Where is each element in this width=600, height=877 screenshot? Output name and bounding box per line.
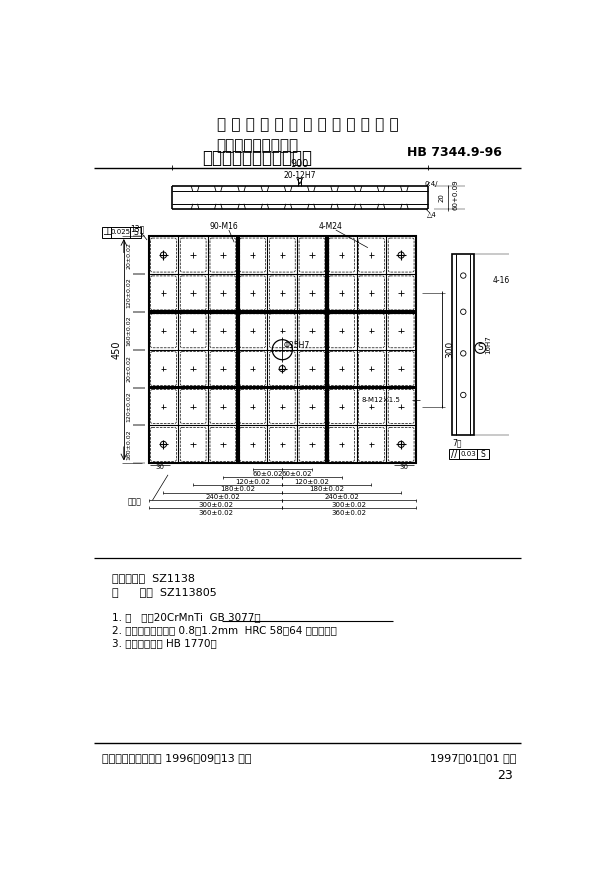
Text: 23: 23 <box>497 768 513 781</box>
Text: 120±0.02: 120±0.02 <box>127 277 131 309</box>
Text: 360±0.02: 360±0.02 <box>332 510 367 516</box>
Text: 160±0.02: 160±0.02 <box>127 429 131 460</box>
Text: 240±0.02: 240±0.02 <box>325 494 359 500</box>
Text: 30: 30 <box>156 464 165 470</box>
Text: 180±0.02: 180±0.02 <box>220 487 255 493</box>
Bar <box>149 236 416 463</box>
Text: S: S <box>133 228 138 237</box>
Text: 中 华 人 民 共 和 国 航 空 工 业 标 准: 中 华 人 民 共 和 国 航 空 工 业 标 准 <box>217 117 398 132</box>
Text: 2. 热处理：渗碳深度 0.8～1.2mm  HRC 58～64 人工时效。: 2. 热处理：渗碳深度 0.8～1.2mm HRC 58～64 人工时效。 <box>112 625 337 635</box>
Text: 120±0.02: 120±0.02 <box>127 391 131 422</box>
Text: 300: 300 <box>445 341 454 359</box>
Text: 20: 20 <box>439 193 445 202</box>
Text: 0.025: 0.025 <box>111 229 131 235</box>
Text: 300±0.02: 300±0.02 <box>198 502 233 508</box>
Text: 0.03: 0.03 <box>460 451 476 457</box>
Text: 360±0.02: 360±0.02 <box>198 510 233 516</box>
Text: 标记处: 标记处 <box>128 497 142 506</box>
Text: 300±0.02: 300±0.02 <box>332 502 367 508</box>
Text: 标      记：  SZ113805: 标 记： SZ113805 <box>112 588 217 597</box>
Text: 中国航空工业总公司 1996－09－13 发布: 中国航空工业总公司 1996－09－13 发布 <box>102 753 251 763</box>
Text: 90-M16: 90-M16 <box>209 223 238 232</box>
Text: 160±0.02: 160±0.02 <box>127 316 131 346</box>
Text: //: // <box>451 449 457 459</box>
Text: 30: 30 <box>400 464 409 470</box>
Text: 60±0.02: 60±0.02 <box>282 471 313 477</box>
Text: 60±0.02: 60±0.02 <box>252 471 283 477</box>
Text: 180±0.02: 180±0.02 <box>310 487 344 493</box>
Text: 20±0.02: 20±0.02 <box>127 242 131 268</box>
Text: △4: △4 <box>427 210 437 217</box>
Text: 60+0.09: 60+0.09 <box>452 179 458 210</box>
Text: ⊥: ⊥ <box>102 227 112 238</box>
Text: 16H7: 16H7 <box>485 335 491 353</box>
Text: Φ35H7: Φ35H7 <box>283 340 310 350</box>
Text: 13槽: 13槽 <box>131 224 145 233</box>
Text: 4-M24: 4-M24 <box>319 223 343 232</box>
Text: 120±0.02: 120±0.02 <box>295 479 329 485</box>
Bar <box>449 449 489 460</box>
Text: 3. 技术条件：按 HB 1770。: 3. 技术条件：按 HB 1770。 <box>112 638 217 648</box>
Text: 900: 900 <box>290 159 309 168</box>
Text: 20-12H7: 20-12H7 <box>284 171 316 180</box>
Text: 20±0.02: 20±0.02 <box>127 355 131 382</box>
Text: 中型槽定位长方型基础板: 中型槽定位长方型基础板 <box>202 148 312 167</box>
Text: 1997－01－01 实施: 1997－01－01 实施 <box>430 753 517 763</box>
Text: 分类代号：  SZ1138: 分类代号： SZ1138 <box>112 574 195 583</box>
Text: 8-M12×1.5: 8-M12×1.5 <box>362 396 401 403</box>
Text: 4-16: 4-16 <box>493 276 510 286</box>
Text: 0.4/: 0.4/ <box>425 181 438 187</box>
Text: 240±0.02: 240±0.02 <box>206 494 240 500</box>
Text: 7槽: 7槽 <box>452 438 462 447</box>
Text: S: S <box>478 344 483 353</box>
Text: HB 7344.9-96: HB 7344.9-96 <box>407 146 502 160</box>
Bar <box>102 227 141 238</box>
Bar <box>452 253 474 435</box>
Text: S: S <box>480 450 485 459</box>
Text: 1. 材   料：20CrMnTi  GB 3077。: 1. 材 料：20CrMnTi GB 3077。 <box>112 612 261 622</box>
Text: 数控机床用夹具元件: 数控机床用夹具元件 <box>216 138 298 153</box>
Text: 120±0.02: 120±0.02 <box>235 479 270 485</box>
Text: 450: 450 <box>111 340 121 359</box>
